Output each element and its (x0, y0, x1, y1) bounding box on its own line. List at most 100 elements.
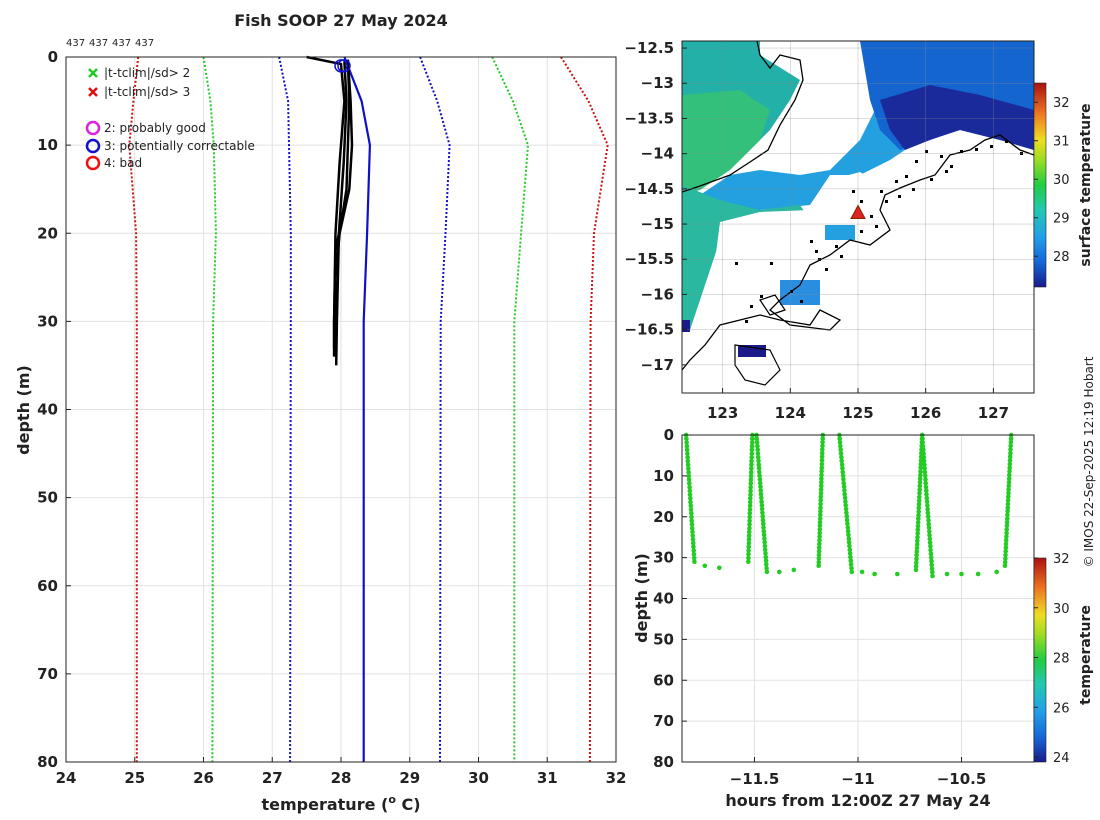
time-depth-point (749, 462, 754, 468)
time-depth-point (843, 499, 848, 504)
time-depth-point (844, 514, 850, 519)
time-depth-point (1006, 494, 1011, 500)
time-depth-point (925, 506, 930, 512)
time-depth-point (819, 472, 824, 478)
island-dot (810, 240, 813, 243)
time-depth-point (690, 533, 695, 538)
time-depth-point (929, 562, 934, 568)
time-depth-point (841, 480, 846, 486)
time-depth-point (757, 473, 762, 479)
time-depth-point (760, 510, 765, 515)
profile-series-line (560, 56, 609, 763)
legend-x-marker (88, 68, 98, 78)
island-dot (860, 230, 863, 233)
time-depth-point (917, 483, 923, 489)
time-depth-point (914, 556, 919, 562)
profile-series-line (306, 55, 346, 348)
time-depth-point (928, 547, 933, 553)
time-depth-point (685, 462, 691, 468)
time-depth-point (917, 480, 923, 485)
profile-flags (334, 59, 351, 73)
time-depth-y-ticks: 0 10 20 30 40 50 60 70 80 (653, 426, 687, 771)
time-depth-point (1006, 483, 1012, 489)
time-depth-point (1007, 472, 1012, 478)
island-dot (950, 165, 953, 168)
time-depth-point (748, 477, 754, 483)
legend-circle-marker (85, 138, 101, 154)
profile-x-tick-label: 27 (262, 769, 283, 787)
time-depth-y-label: depth (m) (632, 553, 651, 643)
time-depth-point (845, 521, 850, 527)
time-depth-point (918, 472, 923, 478)
time-depth-point (1003, 538, 1009, 543)
island-dot (895, 180, 898, 183)
profile-x-tick-label: 26 (193, 769, 214, 787)
legend-circle-marker (85, 155, 101, 171)
map-y-tick-label: −16.5 (624, 321, 674, 339)
island-dot (818, 258, 821, 261)
island-dot (852, 190, 855, 193)
time-depth-point (688, 507, 694, 512)
time-depth-point (818, 494, 824, 500)
time-depth-point (1006, 487, 1011, 492)
time-depth-point (927, 540, 933, 545)
time-depth-point (777, 569, 782, 575)
time-depth-point (763, 554, 769, 560)
time-depth-point (816, 563, 821, 569)
island-dot (815, 250, 818, 253)
time-depth-point (929, 566, 935, 571)
sst-colorbar (1033, 82, 1047, 288)
time-depth-point (748, 473, 754, 479)
time-depth-point (842, 491, 847, 497)
profile-legend: |t-tclim|/sd> 2 |t-tclim|/sd> 3 2: probabl… (85, 66, 255, 171)
time-depth-point (691, 544, 696, 550)
time-depth-point (747, 518, 752, 523)
time-depth-point (846, 536, 852, 541)
time-depth-y-tick-label: 70 (653, 712, 674, 730)
island-dot (750, 305, 753, 308)
time-depth-y-tick-label: 80 (653, 753, 674, 771)
time-depth-point (922, 462, 927, 468)
legend-label: |t-tclim|/sd> 2 (104, 66, 190, 80)
time-depth-point (816, 545, 822, 550)
time-depth-point (686, 473, 692, 479)
time-depth-point (1006, 479, 1012, 485)
profile-series-line (128, 56, 140, 762)
time-depth-point (838, 451, 844, 456)
island-dot (1005, 140, 1008, 143)
time-depth-point (1008, 436, 1014, 441)
time-depth-point (925, 503, 930, 508)
time-depth-point (819, 469, 824, 474)
time-depth-point (760, 514, 765, 519)
time-depth-point (847, 551, 853, 556)
time-depth-point (763, 551, 768, 556)
time-depth-point (749, 447, 755, 453)
profile-id-label: 437 (66, 38, 85, 49)
temperature-colorbar-label: temperature (1078, 605, 1094, 705)
temperature-colorbar-tick-label: 32 (1053, 552, 1070, 567)
time-depth-point (928, 551, 934, 557)
time-depth-point (1005, 501, 1011, 507)
time-depth-point (764, 565, 769, 571)
time-depth-point (687, 492, 693, 497)
time-depth-point (746, 540, 752, 546)
time-depth-point (749, 443, 755, 449)
time-depth-point (756, 458, 761, 464)
island-dot (835, 245, 838, 248)
time-depth-point (692, 559, 697, 564)
time-depth-point (820, 443, 825, 449)
legend-label: 4: bad (104, 156, 142, 170)
time-depth-point (840, 466, 845, 471)
temperature-colorbar (1033, 557, 1047, 763)
time-depth-point (764, 562, 769, 567)
profile-y-label: depth (m) (14, 365, 33, 455)
map-y-tick-label: −17 (641, 356, 674, 374)
time-depth-point (816, 552, 822, 558)
time-depth-point (838, 447, 843, 453)
time-depth-point (755, 454, 761, 460)
time-depth-point (1004, 527, 1009, 532)
time-depth-point (816, 549, 822, 554)
time-depth-point (750, 436, 755, 442)
time-depth-point (922, 469, 928, 475)
time-depth-point (686, 466, 691, 471)
